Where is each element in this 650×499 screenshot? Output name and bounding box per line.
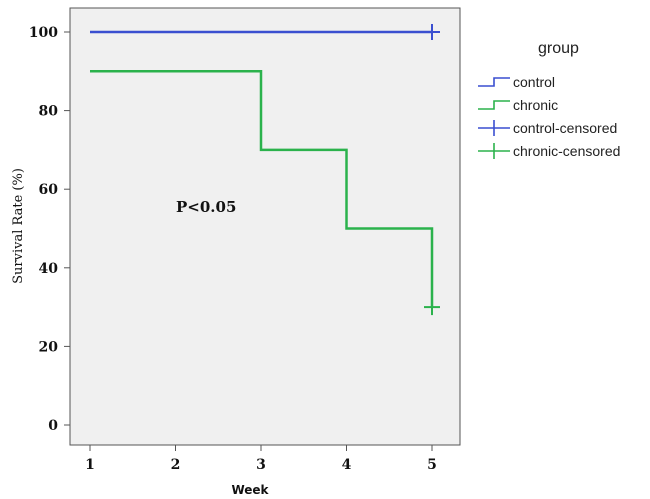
x-tick-label: 5 [427, 457, 437, 473]
legend: group control chronic control-censored chro… [478, 40, 620, 159]
y-axis-ticks: 0 20 40 60 80 100 [29, 25, 70, 434]
y-axis-label: Survival Rate (%) [11, 168, 26, 284]
legend-item-chronic: chronic [478, 97, 558, 113]
y-tick-label: 40 [39, 261, 59, 277]
y-tick-label: 20 [39, 339, 59, 355]
x-axis-label: Week [231, 483, 269, 497]
legend-label-chronic-censored: chronic-censored [513, 143, 620, 159]
y-tick-label: 0 [48, 418, 58, 434]
x-tick-label: 3 [256, 457, 266, 473]
x-tick-label: 1 [85, 457, 95, 473]
y-tick-label: 80 [39, 104, 59, 120]
legend-swatch-chronic-censored [478, 143, 510, 159]
censor-mark-chronic [424, 299, 440, 316]
plot-area [69, 7, 461, 446]
y-tick-label: 60 [39, 182, 59, 198]
legend-item-chronic-censored: chronic-censored [478, 143, 620, 159]
p-value-annotation: P<0.05 [176, 198, 236, 216]
legend-item-control-censored: control-censored [478, 120, 617, 136]
x-tick-label: 4 [342, 457, 352, 473]
legend-label-chronic: chronic [513, 97, 558, 113]
legend-swatch-chronic [478, 100, 510, 110]
legend-swatch-control-censored [478, 120, 510, 136]
series-layer [90, 24, 440, 316]
x-tick-label: 2 [171, 457, 181, 473]
censor-mark-control [424, 24, 440, 40]
series-line-chronic [90, 70, 434, 308]
legend-label-control: control [513, 74, 555, 90]
legend-item-control: control [478, 74, 555, 90]
x-axis-ticks: 1 2 3 4 5 [85, 445, 437, 473]
legend-title: group [538, 40, 579, 57]
legend-swatch-control [478, 77, 510, 87]
y-tick-label: 100 [29, 25, 58, 41]
legend-label-control-censored: control-censored [513, 120, 617, 136]
